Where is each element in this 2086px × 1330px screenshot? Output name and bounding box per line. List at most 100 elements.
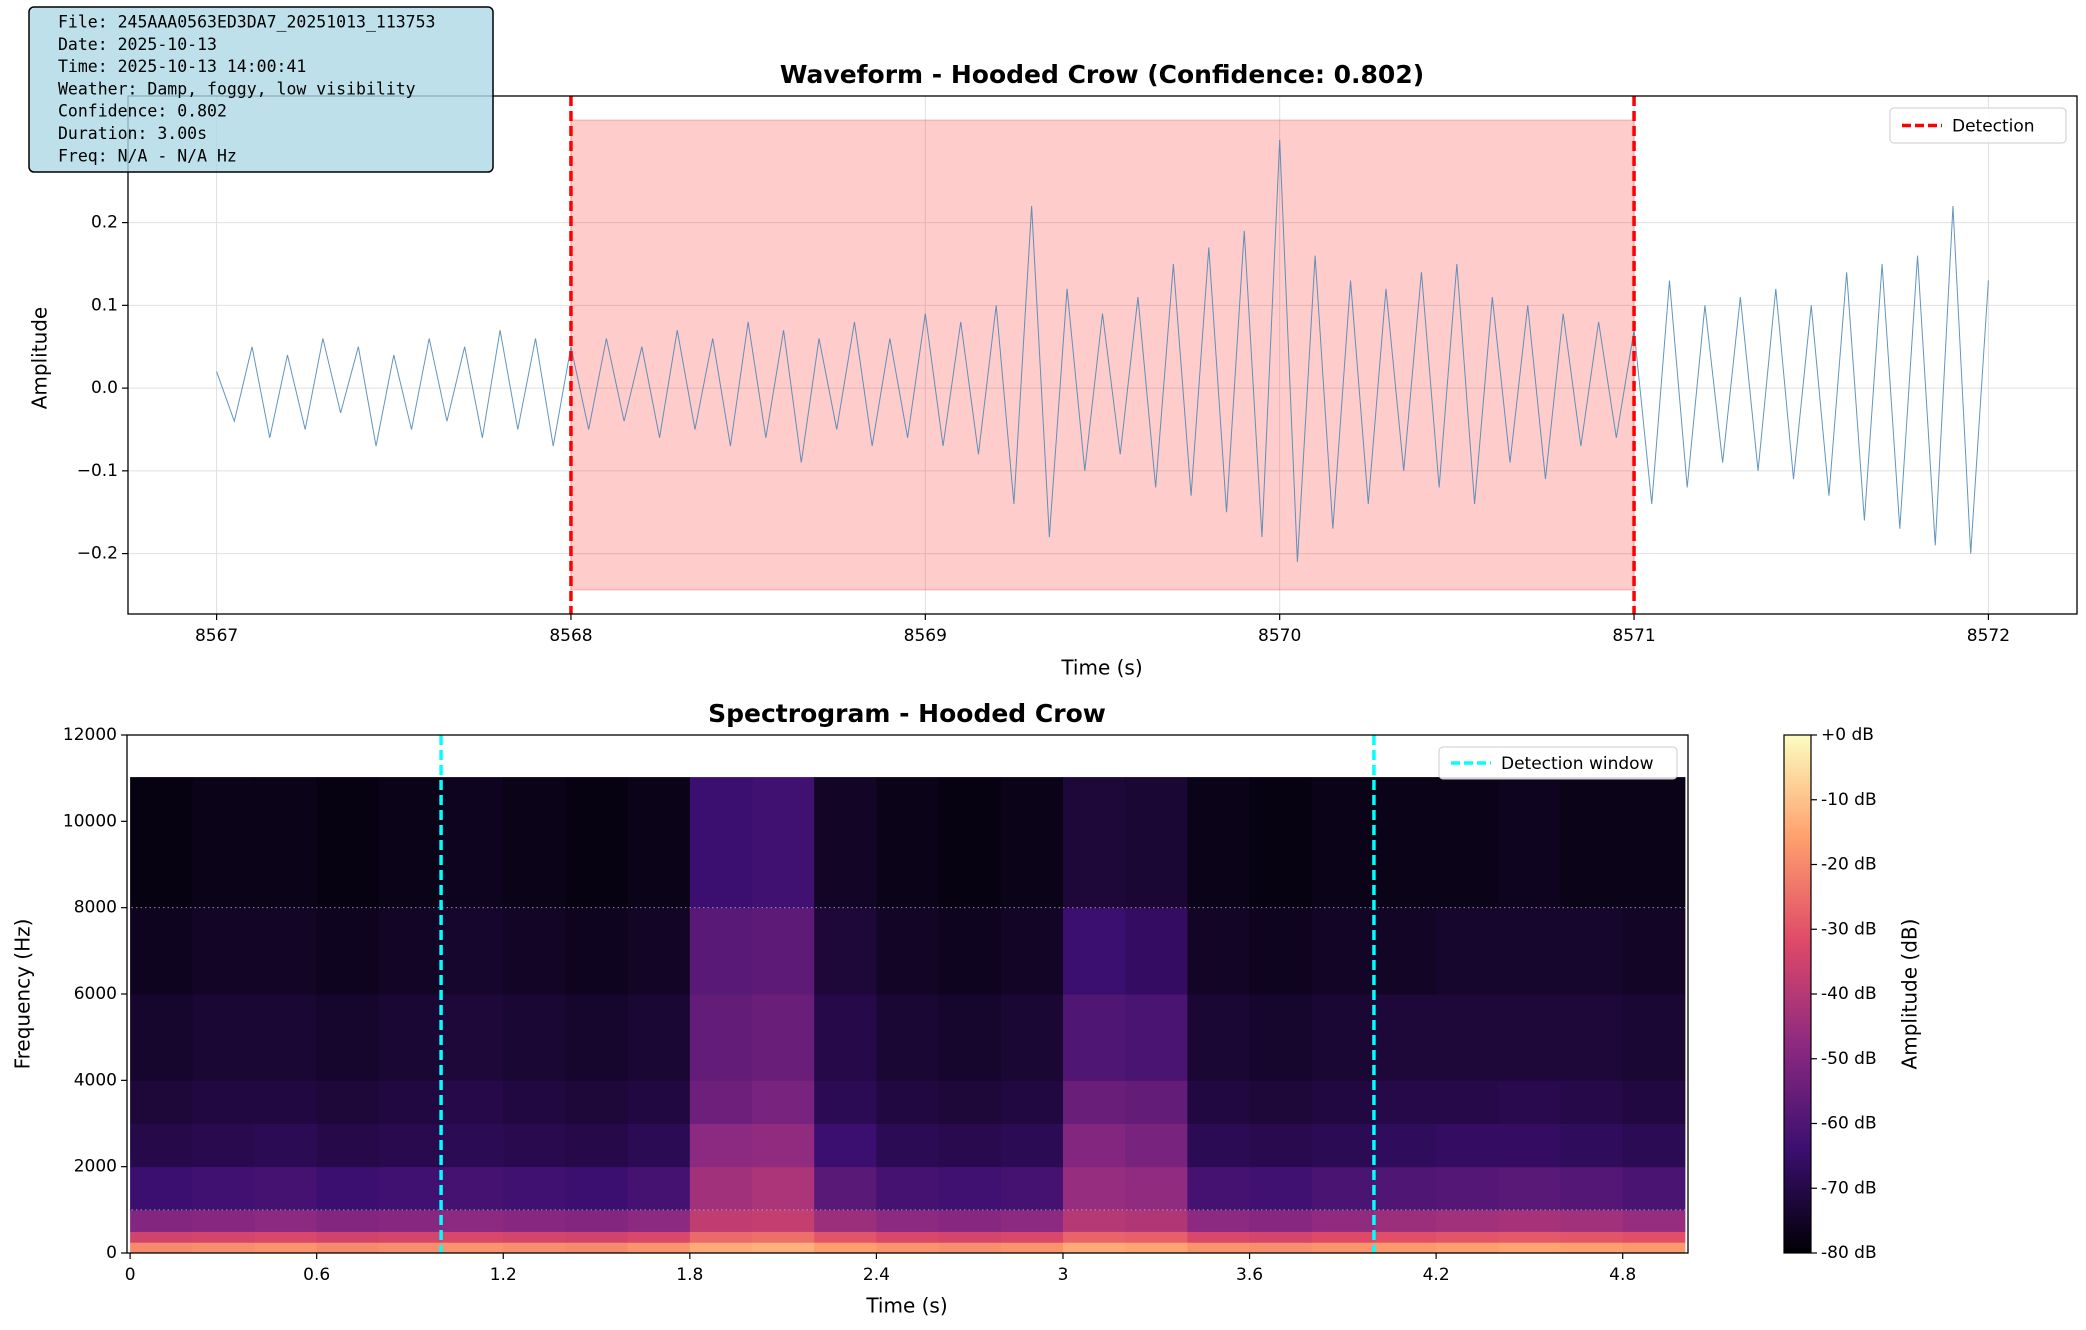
heatmap-cell (1498, 1209, 1562, 1232)
heatmap-cell (565, 994, 629, 1081)
y-tick-label: 12000 (63, 725, 117, 745)
heatmap-cell (1249, 1209, 1313, 1232)
heatmap-cell (1373, 777, 1437, 909)
heatmap-cell (503, 1123, 566, 1168)
heatmap-cell (627, 1123, 691, 1168)
heatmap-cell (503, 777, 566, 909)
heatmap-cell (752, 994, 815, 1081)
heatmap-cell (814, 1123, 877, 1168)
heatmap-cell (814, 994, 877, 1081)
heatmap-cell (1311, 1080, 1375, 1124)
heatmap-cell (254, 1209, 318, 1232)
x-tick-label: 8567 (195, 626, 238, 646)
legend-label: Detection window (1501, 754, 1654, 774)
heatmap-cell (627, 1231, 691, 1243)
heatmap-cell (627, 1242, 691, 1254)
heatmap-cell (1498, 1123, 1562, 1168)
heatmap-cell (503, 994, 566, 1081)
heatmap-cell (130, 1166, 193, 1211)
heatmap-cell (130, 1209, 193, 1232)
y-tick-label: 10000 (63, 811, 117, 831)
heatmap-cell (503, 1080, 566, 1124)
waveform-line (216, 139, 1989, 562)
heatmap-cell (1187, 994, 1251, 1081)
x-tick-label: 0.6 (303, 1265, 330, 1285)
heatmap-cell (876, 777, 940, 909)
heatmap-cell (1622, 994, 1686, 1081)
heatmap-cell (1560, 1123, 1624, 1168)
heatmap-cell (1062, 1231, 1126, 1243)
heatmap-cell (814, 1166, 877, 1211)
heatmap-cell (254, 1123, 318, 1168)
heatmap-cell (441, 1209, 504, 1232)
heatmap-cell (689, 777, 753, 909)
info-line: Date: 2025-10-13 (58, 35, 217, 54)
heatmap-cell (1560, 907, 1624, 995)
heatmap-cell (1187, 1209, 1251, 1232)
heatmap-cell (1560, 1209, 1624, 1232)
heatmap-cell (1187, 1080, 1251, 1124)
colorbar-tick-label: -30 dB (1821, 919, 1877, 939)
heatmap-cell (378, 907, 442, 995)
x-axis-label: Time (s) (865, 1294, 947, 1318)
legend-box (1438, 746, 1678, 780)
heatmap-cell (192, 994, 255, 1081)
heatmap-cell (316, 777, 380, 909)
colorbar-tick-label: -10 dB (1821, 790, 1877, 810)
heatmap-cell (876, 1123, 940, 1168)
heatmap-cell (938, 1166, 1002, 1211)
heatmap-cell (1125, 1231, 1188, 1243)
y-tick-label: 4000 (74, 1070, 117, 1090)
heatmap-cell (1249, 777, 1313, 909)
heatmap-cell (752, 1080, 815, 1124)
heatmap-cell (1125, 907, 1188, 995)
heatmap-cell (689, 1166, 753, 1211)
axes-frame (126, 734, 1689, 1254)
x-tick-label: 3.6 (1236, 1265, 1263, 1285)
heatmap-cell (876, 1209, 940, 1232)
heatmap-cell (254, 777, 318, 909)
y-tick-label: 6000 (74, 984, 117, 1004)
heatmap-cell (1560, 1242, 1624, 1254)
heatmap-cell (938, 1242, 1002, 1254)
heatmap-cell (876, 1166, 940, 1211)
heatmap-cell (565, 777, 629, 909)
heatmap-cell (503, 1166, 566, 1211)
heatmap-cell (565, 1231, 629, 1243)
heatmap-cell (316, 1080, 380, 1124)
heatmap-cell (689, 1080, 753, 1124)
heatmap-cell (1560, 994, 1624, 1081)
heatmap-cell (254, 994, 318, 1081)
heatmap-cell (1187, 1231, 1251, 1243)
heatmap-cell (752, 1166, 815, 1211)
heatmap-cell (503, 1209, 566, 1232)
heatmap-cell (1062, 994, 1126, 1081)
heatmap-cell (441, 1166, 504, 1211)
heatmap-cell (1249, 1123, 1313, 1168)
colorbar-tick-label: -40 dB (1821, 984, 1877, 1004)
heatmap-cell (192, 1166, 255, 1211)
heatmap-cell (876, 1242, 940, 1254)
info-line: Weather: Damp, foggy, low visibility (58, 79, 416, 98)
heatmap-cell (1373, 1080, 1437, 1124)
heatmap-cell (1498, 1242, 1562, 1254)
heatmap-cell (1062, 1242, 1126, 1254)
heatmap-cell (627, 907, 691, 995)
heatmap-cell (1311, 1242, 1375, 1254)
heatmap-cell (814, 1209, 877, 1232)
heatmap-cell (503, 1242, 566, 1254)
heatmap-cell (378, 1231, 442, 1243)
x-tick-label: 3 (1058, 1265, 1069, 1285)
y-tick-label: 0.0 (91, 378, 118, 398)
y-axis-label: Amplitude (28, 307, 52, 410)
x-tick-label: 8571 (1612, 626, 1655, 646)
heatmap-cell (130, 907, 193, 995)
heatmap-cell (316, 1123, 380, 1168)
heatmap-cell (565, 1209, 629, 1232)
y-tick-label: 0.1 (91, 295, 118, 315)
heatmap-cell (1000, 1080, 1064, 1124)
heatmap-cell (1311, 1166, 1375, 1211)
heatmap-cell (1373, 1231, 1437, 1243)
heatmap-cell (814, 777, 877, 909)
heatmap-cell (1373, 1242, 1437, 1254)
